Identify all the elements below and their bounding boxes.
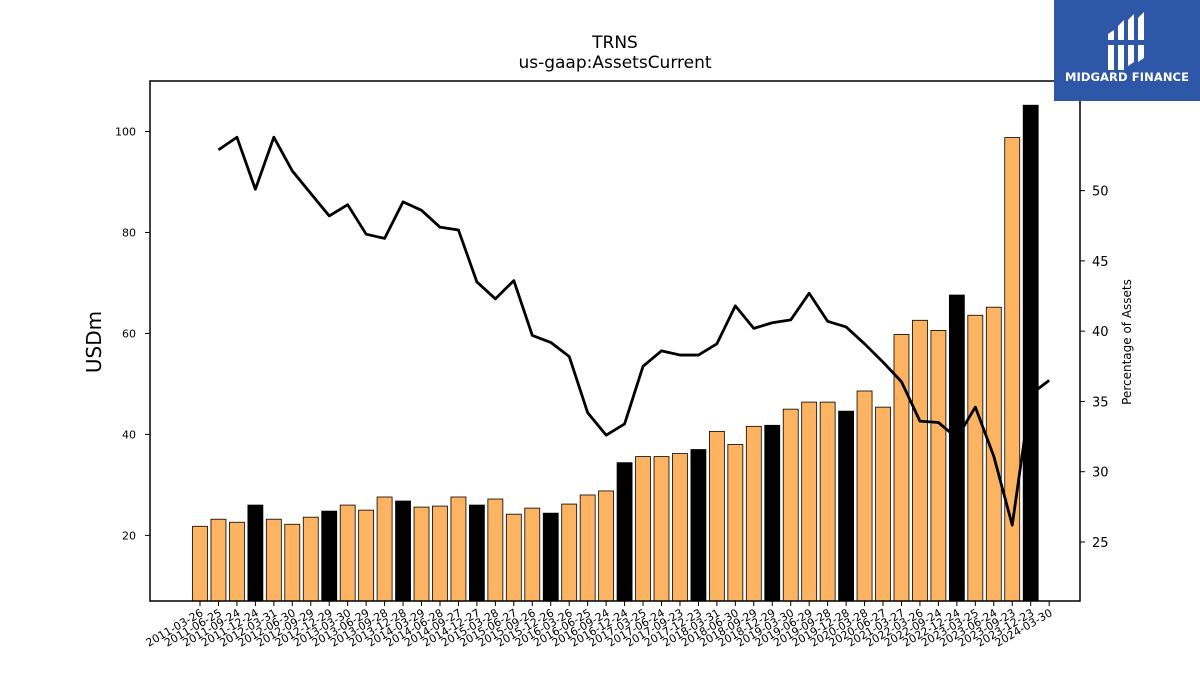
chart-title: TRNS bbox=[591, 33, 638, 53]
bar-2019-03-30 bbox=[782, 408, 799, 602]
y2-tick-label: 45 bbox=[1092, 255, 1109, 270]
logo-mark-icon bbox=[1106, 12, 1148, 70]
bar-series bbox=[192, 104, 1039, 602]
bar-2016-12-24 bbox=[616, 462, 633, 602]
bar-2020-03-28 bbox=[856, 390, 873, 602]
bar-2019-06-29 bbox=[801, 401, 818, 602]
y2-tick-label: 35 bbox=[1092, 395, 1109, 410]
bar-2018-09-29 bbox=[745, 425, 762, 602]
bar-2015-03-28 bbox=[487, 498, 504, 602]
bar-2013-06-29 bbox=[358, 509, 375, 602]
bar-2016-03-26 bbox=[561, 503, 578, 602]
y2-axis-label: Percentage of Assets bbox=[1120, 279, 1134, 405]
y-tick-label: 80 bbox=[122, 226, 136, 239]
bar-2017-06-24 bbox=[653, 456, 670, 602]
bar-2018-12-29 bbox=[764, 424, 781, 602]
y2-tick-label: 25 bbox=[1092, 536, 1109, 551]
bar-2017-09-23 bbox=[672, 453, 688, 602]
bar-2011-09-24 bbox=[229, 521, 245, 602]
bar-2012-12-29 bbox=[321, 510, 338, 602]
percentage-line bbox=[217, 135, 1051, 527]
bar-2017-03-25 bbox=[635, 456, 651, 602]
bar-2019-12-28 bbox=[838, 410, 854, 602]
bar-2013-03-30 bbox=[339, 504, 356, 602]
bar-2015-12-26 bbox=[542, 512, 559, 602]
bar-2023-03-25 bbox=[967, 314, 984, 602]
bar-2020-06-27 bbox=[875, 406, 891, 602]
bar-2022-09-24 bbox=[930, 329, 947, 602]
bar-2016-06-25 bbox=[579, 494, 596, 602]
bar-2015-09-26 bbox=[524, 507, 541, 602]
bar-2017-12-23 bbox=[690, 449, 707, 602]
bar-2019-09-28 bbox=[819, 401, 836, 602]
y2-tick-label: 40 bbox=[1092, 325, 1109, 340]
brand-logo: MIDGARD FINANCE bbox=[1054, 0, 1200, 101]
bar-2016-09-24 bbox=[598, 490, 615, 602]
y-tick-label: 40 bbox=[122, 428, 136, 441]
bar-2014-06-28 bbox=[432, 505, 448, 602]
y-tick-label: 20 bbox=[122, 529, 136, 542]
bar-2022-12-24 bbox=[948, 294, 965, 602]
bar-2018-03-31 bbox=[708, 430, 725, 602]
bar-2011-06-25 bbox=[210, 518, 227, 602]
bar-2022-03-26 bbox=[912, 319, 928, 602]
bar-2012-06-30 bbox=[284, 523, 301, 602]
y2-tick-label: 30 bbox=[1092, 466, 1109, 481]
y2-tick-label: 50 bbox=[1092, 185, 1109, 200]
bar-2013-09-28 bbox=[376, 496, 393, 602]
bar-2018-06-30 bbox=[727, 444, 744, 602]
bar-2014-12-27 bbox=[468, 504, 485, 602]
bar-2014-03-29 bbox=[413, 506, 430, 602]
y-tick-label: 60 bbox=[122, 327, 136, 340]
bar-2015-06-27 bbox=[505, 513, 522, 602]
bar-2014-09-27 bbox=[450, 496, 467, 602]
line-series bbox=[217, 135, 1051, 527]
bar-2013-12-28 bbox=[395, 500, 411, 602]
logo-text: MIDGARD FINANCE bbox=[1064, 70, 1190, 84]
bar-2023-09-23 bbox=[1004, 137, 1021, 602]
bar-2012-09-29 bbox=[302, 516, 319, 602]
y-tick-label: 100 bbox=[115, 125, 136, 138]
bar-2012-03-31 bbox=[265, 518, 282, 602]
y-axis-label: USDm bbox=[82, 311, 106, 373]
plot-frame bbox=[149, 80, 1081, 602]
bar-2011-12-24 bbox=[247, 504, 264, 602]
bar-2011-03-26 bbox=[192, 525, 208, 602]
bar-2023-12-23 bbox=[1022, 104, 1039, 602]
chart-subtitle: us-gaap:AssetsCurrent bbox=[518, 53, 711, 73]
